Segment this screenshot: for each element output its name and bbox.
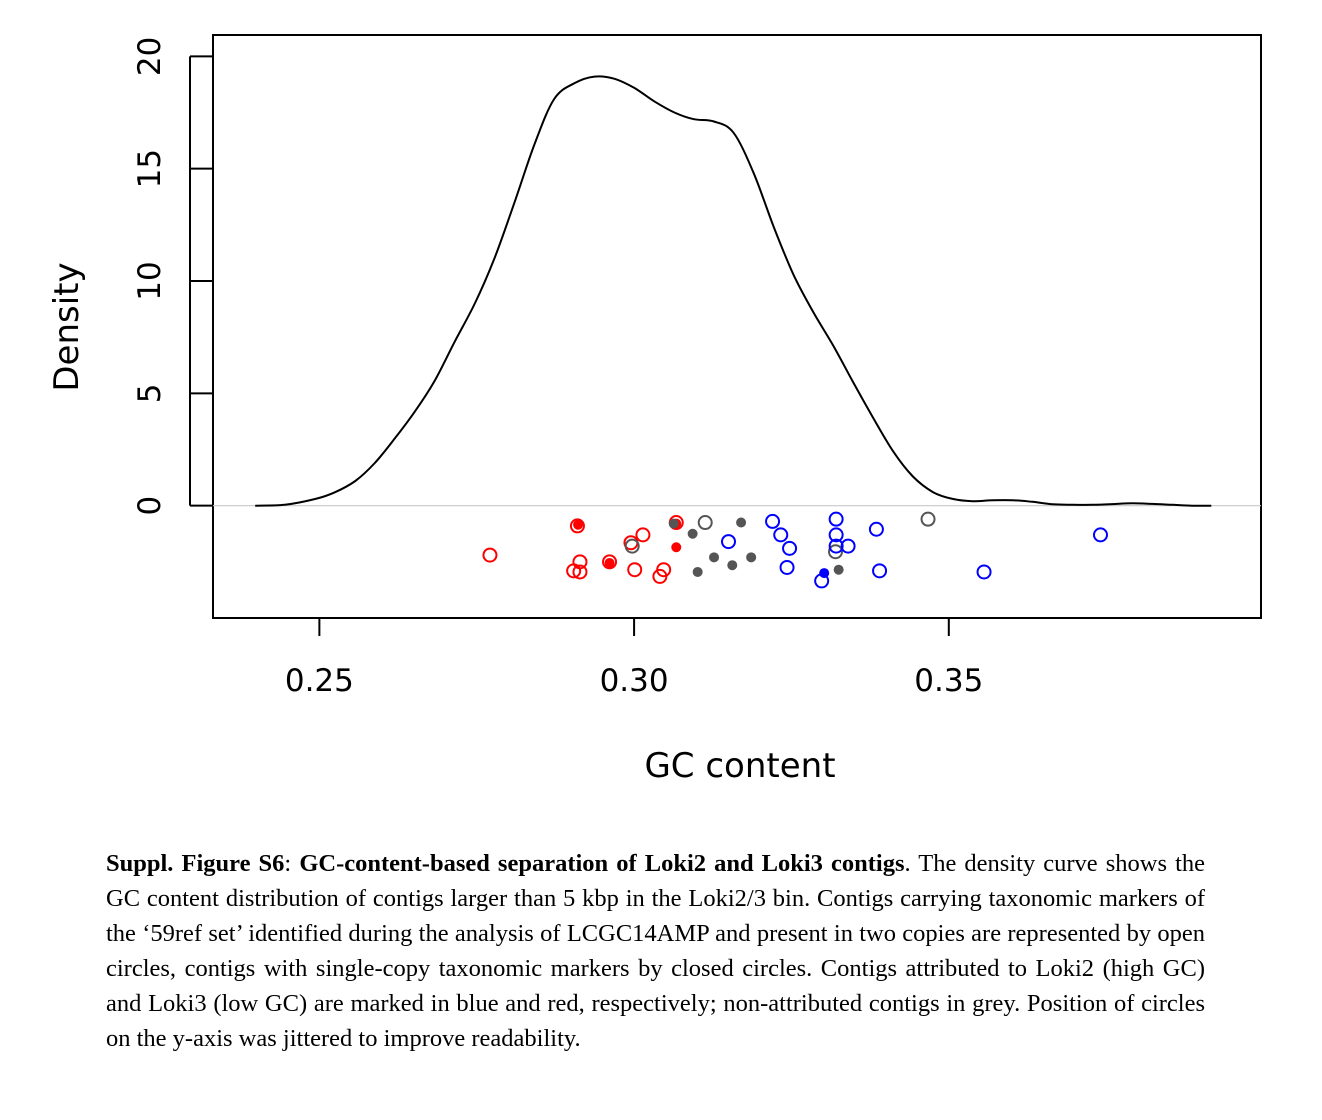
contig-point-closed <box>833 564 844 575</box>
contig-point-closed <box>573 519 584 530</box>
contig-point-open <box>652 568 668 584</box>
contig-point-open <box>828 544 844 560</box>
x-axis-label: GC content <box>644 746 835 786</box>
contig-point-open <box>773 527 789 543</box>
contig-point-open <box>602 554 618 570</box>
contig-point-closed <box>736 517 747 528</box>
caption-separator: : <box>284 850 300 877</box>
contig-point-open <box>721 534 737 550</box>
contig-point-closed <box>819 568 830 579</box>
x-axis: 0.25 0.30 0.35 <box>285 618 983 699</box>
contig-point-open <box>920 511 936 527</box>
contig-point-closed <box>727 560 738 571</box>
contig-point-open <box>627 562 643 578</box>
contig-point-open <box>572 564 588 580</box>
y-axis: 0 5 10 15 20 <box>132 37 213 516</box>
contig-point-open <box>782 540 798 556</box>
y-tick-label: 10 <box>132 261 168 300</box>
contig-point-open <box>840 538 856 554</box>
density-curve <box>255 75 1212 507</box>
contig-point-open <box>635 527 651 543</box>
caption-title: GC-content-based separation of Loki2 and… <box>299 850 905 877</box>
y-tick-label: 0 <box>132 496 168 516</box>
contig-point-open <box>624 538 640 554</box>
contig-point-open <box>828 538 844 554</box>
y-axis-label: Density <box>47 262 87 391</box>
contig-point-open <box>765 513 781 529</box>
contig-point-closed <box>709 552 720 563</box>
contig-point-closed <box>687 528 698 539</box>
contig-point-open <box>828 527 844 543</box>
contig-point-open <box>779 559 795 575</box>
contig-point-open <box>569 518 585 534</box>
contig-point-open <box>828 511 844 527</box>
contig-point-closed <box>671 542 682 553</box>
figure-caption: Suppl. Figure S6: GC-content-based separ… <box>106 846 1205 1056</box>
contig-point-open <box>976 564 992 580</box>
contig-point-open <box>868 521 884 537</box>
contig-points <box>482 511 1108 589</box>
x-tick-label: 0.25 <box>285 663 354 699</box>
contig-point-closed <box>604 557 615 568</box>
y-tick-label: 5 <box>132 383 168 403</box>
x-tick-label: 0.30 <box>600 663 669 699</box>
contig-point-closed <box>668 518 679 529</box>
x-tick-label: 0.35 <box>914 663 983 699</box>
y-tick-label: 15 <box>132 149 168 188</box>
contig-point-open <box>1092 527 1108 543</box>
caption-label: Suppl. Figure S6 <box>106 850 285 877</box>
gc-density-chart: 0.25 0.30 0.35 0 5 10 15 20 GC content Density <box>47 34 1262 786</box>
plot-frame <box>212 34 1262 619</box>
y-tick-label: 20 <box>132 37 168 76</box>
contig-point-closed <box>746 552 757 563</box>
contig-point-closed <box>692 566 703 577</box>
contig-point-open <box>872 563 888 579</box>
contig-point-open <box>566 563 582 579</box>
contig-point-open <box>482 547 498 563</box>
contig-point-open <box>697 515 713 531</box>
caption-body: . The density curve shows the GC content… <box>106 850 1206 1052</box>
